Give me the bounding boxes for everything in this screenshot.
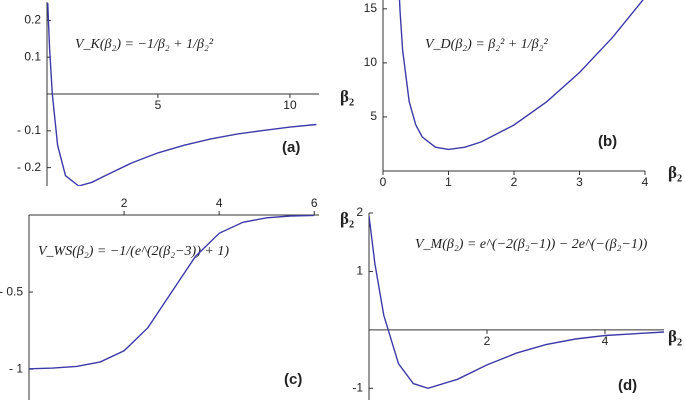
x-tick-label: 10 <box>283 98 297 112</box>
y-tick-label: 2 <box>356 205 363 219</box>
x-tick-label: 4 <box>602 334 609 348</box>
y-tick-label: - 0.2 <box>17 160 41 174</box>
y-tick-label: - 0.1 <box>17 123 41 137</box>
x-axis-label: β₂ <box>668 327 682 346</box>
panel-label: (c) <box>284 371 302 388</box>
formula: V_M(β₂) = e^(−2(β₂−1)) − 2e^(−(β₂−1)) <box>415 237 648 252</box>
curve <box>398 0 644 151</box>
x-axis-label: β₂ <box>668 163 682 182</box>
x-tick-label: 0 <box>380 175 387 189</box>
y-tick-label: 15 <box>364 1 378 15</box>
formula: V_K(β₂) = −1/β₂ + 1/β₂² <box>75 37 214 52</box>
formula: V_D(β₂) = β₂² + 1/β₂² <box>425 37 548 52</box>
y-tick-label: - 1 <box>9 361 23 375</box>
x-tick-label: 1 <box>445 175 452 189</box>
panel-label: (d) <box>618 377 637 394</box>
x-axis-label: β₂ <box>340 209 354 228</box>
y-tick-label: 1 <box>356 264 363 278</box>
x-axis-label: β₂ <box>340 87 354 106</box>
curve <box>29 215 315 370</box>
x-tick-label: 3 <box>576 175 583 189</box>
x-tick-label: 4 <box>642 175 649 189</box>
x-tick-label: 2 <box>484 334 491 348</box>
x-tick-label: 2 <box>121 196 128 210</box>
formula: V_WS(β₂) = −1/(e^(2(β₂−3)) + 1) <box>38 244 229 259</box>
y-tick-label: 5 <box>370 109 377 123</box>
y-tick-label: 0.2 <box>24 13 41 27</box>
x-tick-label: 5 <box>155 98 162 112</box>
y-tick-label: -1 <box>352 380 363 394</box>
panel-label: (a) <box>282 139 300 156</box>
x-tick-label: 6 <box>311 196 318 210</box>
y-tick-label: 0.1 <box>24 49 41 63</box>
y-tick-label: 10 <box>364 55 378 69</box>
panel-label: (b) <box>598 133 617 150</box>
x-tick-label: 4 <box>216 196 223 210</box>
curve <box>47 3 317 186</box>
y-tick-label: - 0.5 <box>0 284 23 298</box>
x-tick-label: 2 <box>511 175 518 189</box>
curve <box>369 215 664 390</box>
